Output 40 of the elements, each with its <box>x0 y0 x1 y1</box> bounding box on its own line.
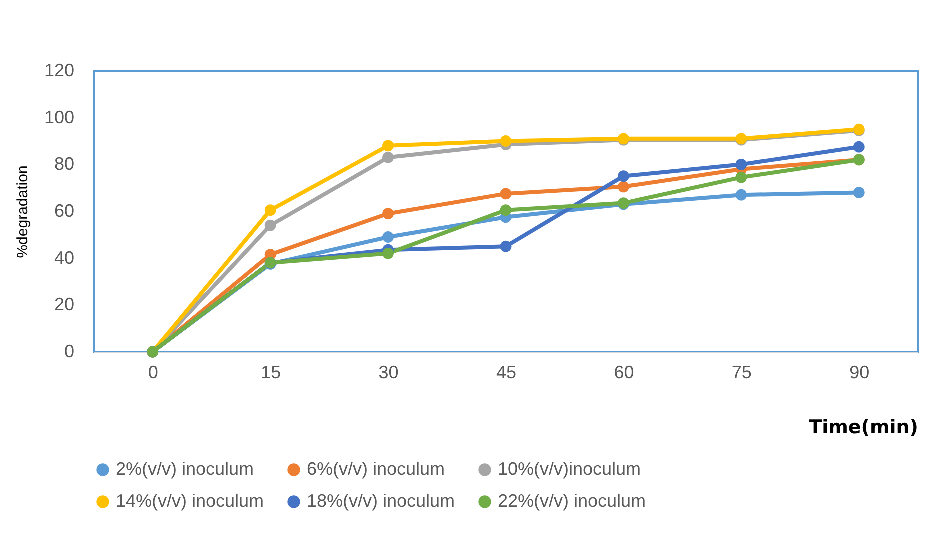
y-tick-label: 0 <box>64 342 74 362</box>
point <box>382 140 394 152</box>
point <box>618 170 630 182</box>
x-tick-label: 60 <box>614 362 634 382</box>
point <box>382 248 394 260</box>
point <box>382 152 394 164</box>
y-tick-label: 60 <box>54 201 74 221</box>
legend-label: 22%(v/v) inoculum <box>498 491 646 511</box>
point <box>853 187 865 198</box>
x-tick-label: 30 <box>378 362 399 382</box>
point <box>264 220 276 232</box>
x-tick-label: 75 <box>732 362 752 382</box>
point <box>382 208 394 220</box>
point <box>736 158 748 170</box>
point <box>382 232 394 243</box>
legend-label: 6%(v/v) inoculum <box>307 459 446 479</box>
x-tick-label: 0 <box>148 362 158 382</box>
point <box>618 181 630 193</box>
y-axis-title: %degradation <box>14 166 32 258</box>
point <box>500 204 512 216</box>
point <box>500 188 512 200</box>
point <box>853 141 865 153</box>
point <box>500 240 512 252</box>
legend-label: 2%(v/v) inoculum <box>116 459 254 479</box>
y-tick-label: 40 <box>54 248 74 268</box>
legend-label: 10%(v/v)inoculum <box>498 459 642 479</box>
legend-label: 14%(v/v) inoculum <box>116 491 264 511</box>
x-tick-label: 45 <box>496 362 517 382</box>
point <box>264 204 276 216</box>
x-tick-label: 90 <box>850 362 870 382</box>
x-tick-label: 15 <box>261 362 282 382</box>
point <box>736 172 748 184</box>
y-tick-label: 100 <box>44 107 74 128</box>
legend-label: 18%(v/v) inoculum <box>307 491 456 511</box>
y-tick-label: 80 <box>54 154 74 174</box>
y-tick-label: 20 <box>54 294 74 315</box>
y-tick-label: 120 <box>44 60 74 80</box>
x-axis-title: Time(min) <box>809 416 918 438</box>
point <box>736 189 748 201</box>
point <box>500 136 512 147</box>
